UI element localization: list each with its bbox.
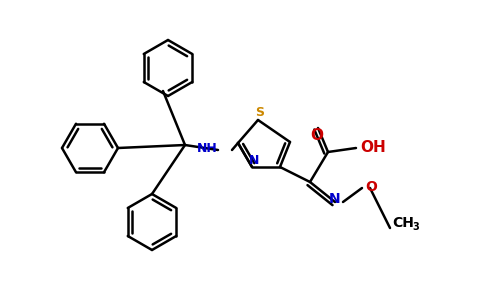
Text: O: O: [365, 180, 377, 194]
Text: O: O: [311, 128, 323, 142]
Text: 3: 3: [412, 222, 419, 232]
Text: NH: NH: [197, 142, 218, 154]
Text: S: S: [256, 106, 264, 118]
Text: OH: OH: [360, 140, 386, 154]
Text: CH: CH: [392, 216, 414, 230]
Text: N: N: [329, 192, 341, 206]
Text: N: N: [249, 154, 259, 166]
